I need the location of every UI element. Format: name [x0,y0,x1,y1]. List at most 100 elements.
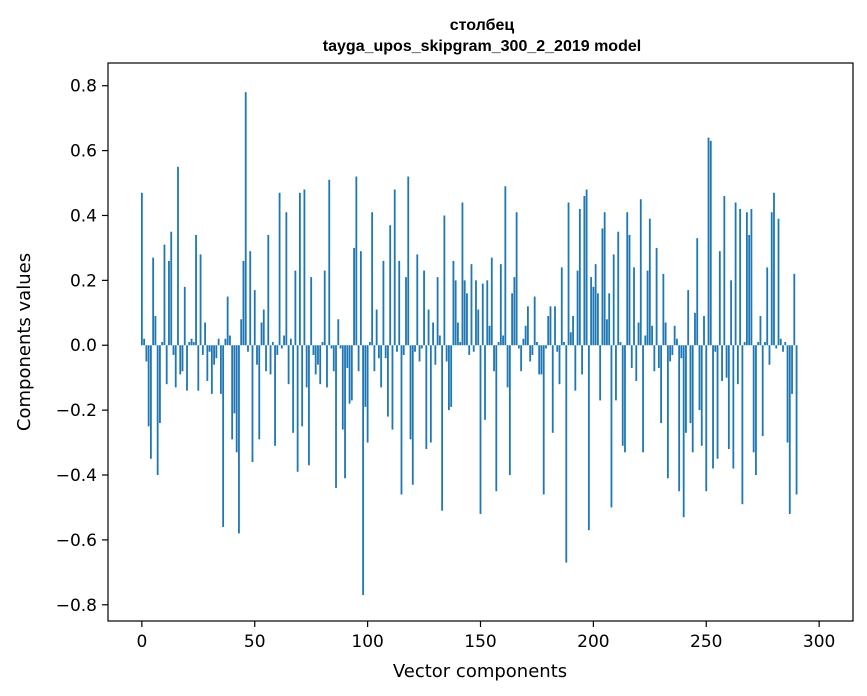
bar-2 [145,345,148,362]
bar-247 [698,345,701,411]
bar-20 [186,345,188,391]
bar-163 [508,345,511,476]
bar-230 [660,345,663,424]
bar-59 [274,345,276,446]
bar-171 [527,306,529,346]
bar-184 [556,345,559,352]
bar-261 [730,280,732,346]
bar-148 [475,280,477,346]
bar-193 [576,270,579,346]
bar-160 [502,335,504,346]
bar-9 [161,342,164,346]
bar-41 [233,345,236,414]
bar-124 [420,345,423,349]
bar-233 [666,345,669,479]
bar-276 [764,342,766,346]
bar-146 [470,264,473,346]
bar-1 [143,338,146,346]
bar-76 [312,345,315,355]
bar-129 [432,322,434,346]
bar-49 [251,345,254,463]
bar-90 [344,345,346,479]
bar-128 [429,345,432,443]
bar-287 [788,345,791,514]
bar-61 [278,192,281,346]
bar-283 [779,338,782,346]
bar-87 [337,319,340,346]
bar-26 [199,254,202,346]
bar-68 [294,270,297,346]
bar-248 [700,345,703,446]
bar-244 [691,345,694,453]
x-tick-label: 200 [577,632,609,652]
bar-19 [183,286,186,346]
bar-89 [341,345,344,430]
bar-118 [407,176,410,346]
bar-197 [585,189,588,346]
bar-199 [590,277,593,346]
bar-85 [332,345,335,372]
bar-260 [727,345,730,450]
bar-62 [280,345,283,349]
bar-43 [238,345,240,534]
bar-236 [673,325,676,346]
y-axis-label: Components values [14,253,35,431]
bar-38 [226,296,229,346]
bar-99 [364,345,367,407]
bar-100 [366,345,369,443]
bar-262 [732,345,735,469]
bar-14 [172,345,175,355]
y-tick-label: −0.8 [56,596,97,616]
bars-group [140,92,798,596]
bar-153 [486,280,489,346]
bar-254 [714,345,717,352]
bar-206 [606,319,608,346]
bar-58 [271,342,274,346]
bar-10 [163,244,166,346]
bar-92 [348,345,351,404]
bar-165 [513,277,516,346]
bar-57 [269,345,272,375]
bar-69 [296,345,299,472]
bar-202 [596,293,599,346]
bar-51 [256,345,258,365]
bar-150 [479,345,482,514]
x-tick-label: 300 [803,632,835,652]
bar-240 [682,345,685,518]
bar-119 [409,345,412,440]
bar-172 [529,345,532,362]
bar-29 [206,345,209,381]
bar-123 [418,345,421,362]
bar-209 [612,254,615,346]
bar-232 [664,322,667,346]
bar-198 [587,345,590,531]
bar-135 [445,345,448,362]
bar-242 [687,290,690,346]
bar-34 [217,338,220,346]
bar-5 [152,257,155,346]
bar-101 [368,342,371,346]
bar-139 [454,280,457,346]
bar-223 [644,335,647,346]
bar-187 [563,342,565,346]
bar-190 [569,332,572,346]
bar-207 [608,293,611,346]
bar-259 [725,345,728,378]
bar-286 [786,345,789,443]
bar-208 [610,345,613,508]
bar-28 [204,322,206,346]
bar-266 [741,345,744,505]
bar-282 [777,218,780,346]
bar-65 [287,345,290,385]
bar-55 [265,345,267,372]
bar-80 [321,342,324,346]
bar-136 [447,345,450,411]
bar-50 [253,290,256,346]
bar-258 [723,196,726,346]
bar-280 [773,192,775,346]
bar-183 [554,306,556,346]
bar-63 [283,335,285,346]
bar-140 [457,322,459,346]
bar-290 [795,345,798,495]
bar-164 [511,293,514,346]
